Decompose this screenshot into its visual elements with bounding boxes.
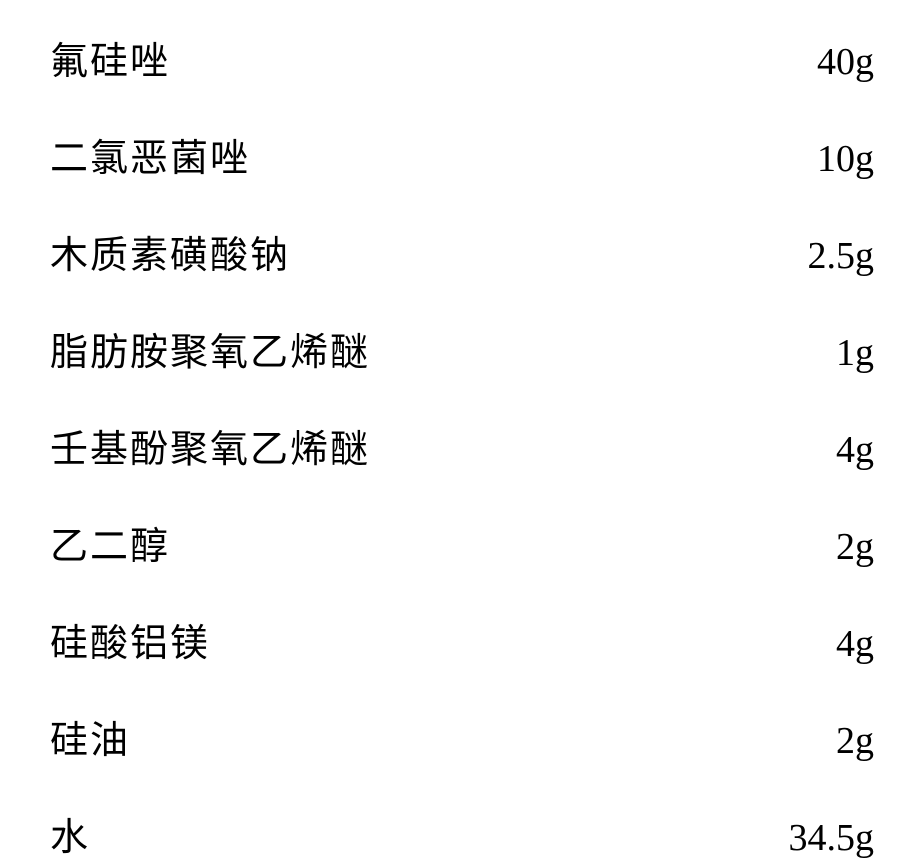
table-row: 硅酸铝镁 4g	[50, 612, 874, 667]
table-row: 氟硅唑 40g	[50, 30, 874, 85]
table-row: 脂肪胺聚氧乙烯醚 1g	[50, 321, 874, 376]
ingredient-value: 2g	[754, 525, 874, 569]
ingredient-value: 10g	[754, 137, 874, 181]
ingredient-label: 硅酸铝镁	[50, 612, 210, 667]
ingredient-label: 脂肪胺聚氧乙烯醚	[50, 321, 370, 376]
table-row: 硅油 2g	[50, 709, 874, 764]
ingredient-label: 壬基酚聚氧乙烯醚	[50, 418, 370, 473]
table-row: 木质素磺酸钠 2.5g	[50, 224, 874, 279]
ingredient-value: 4g	[754, 622, 874, 666]
ingredient-value: 34.5g	[754, 816, 874, 860]
ingredient-value: 2.5g	[754, 234, 874, 278]
table-row: 乙二醇 2g	[50, 515, 874, 570]
ingredients-table: 氟硅唑 40g 二氯恶菌唑 10g 木质素磺酸钠 2.5g 脂肪胺聚氧乙烯醚 1…	[50, 30, 874, 861]
ingredient-value: 4g	[754, 428, 874, 472]
table-row: 二氯恶菌唑 10g	[50, 127, 874, 182]
ingredient-label: 二氯恶菌唑	[50, 127, 250, 182]
ingredient-label: 水	[50, 806, 90, 861]
ingredient-value: 1g	[754, 331, 874, 375]
ingredient-value: 2g	[754, 719, 874, 763]
table-row: 壬基酚聚氧乙烯醚 4g	[50, 418, 874, 473]
ingredient-label: 硅油	[50, 709, 130, 764]
ingredient-label: 乙二醇	[50, 515, 170, 570]
table-row: 水 34.5g	[50, 806, 874, 861]
ingredient-label: 木质素磺酸钠	[50, 224, 290, 279]
ingredient-label: 氟硅唑	[50, 30, 170, 85]
ingredient-value: 40g	[754, 40, 874, 84]
